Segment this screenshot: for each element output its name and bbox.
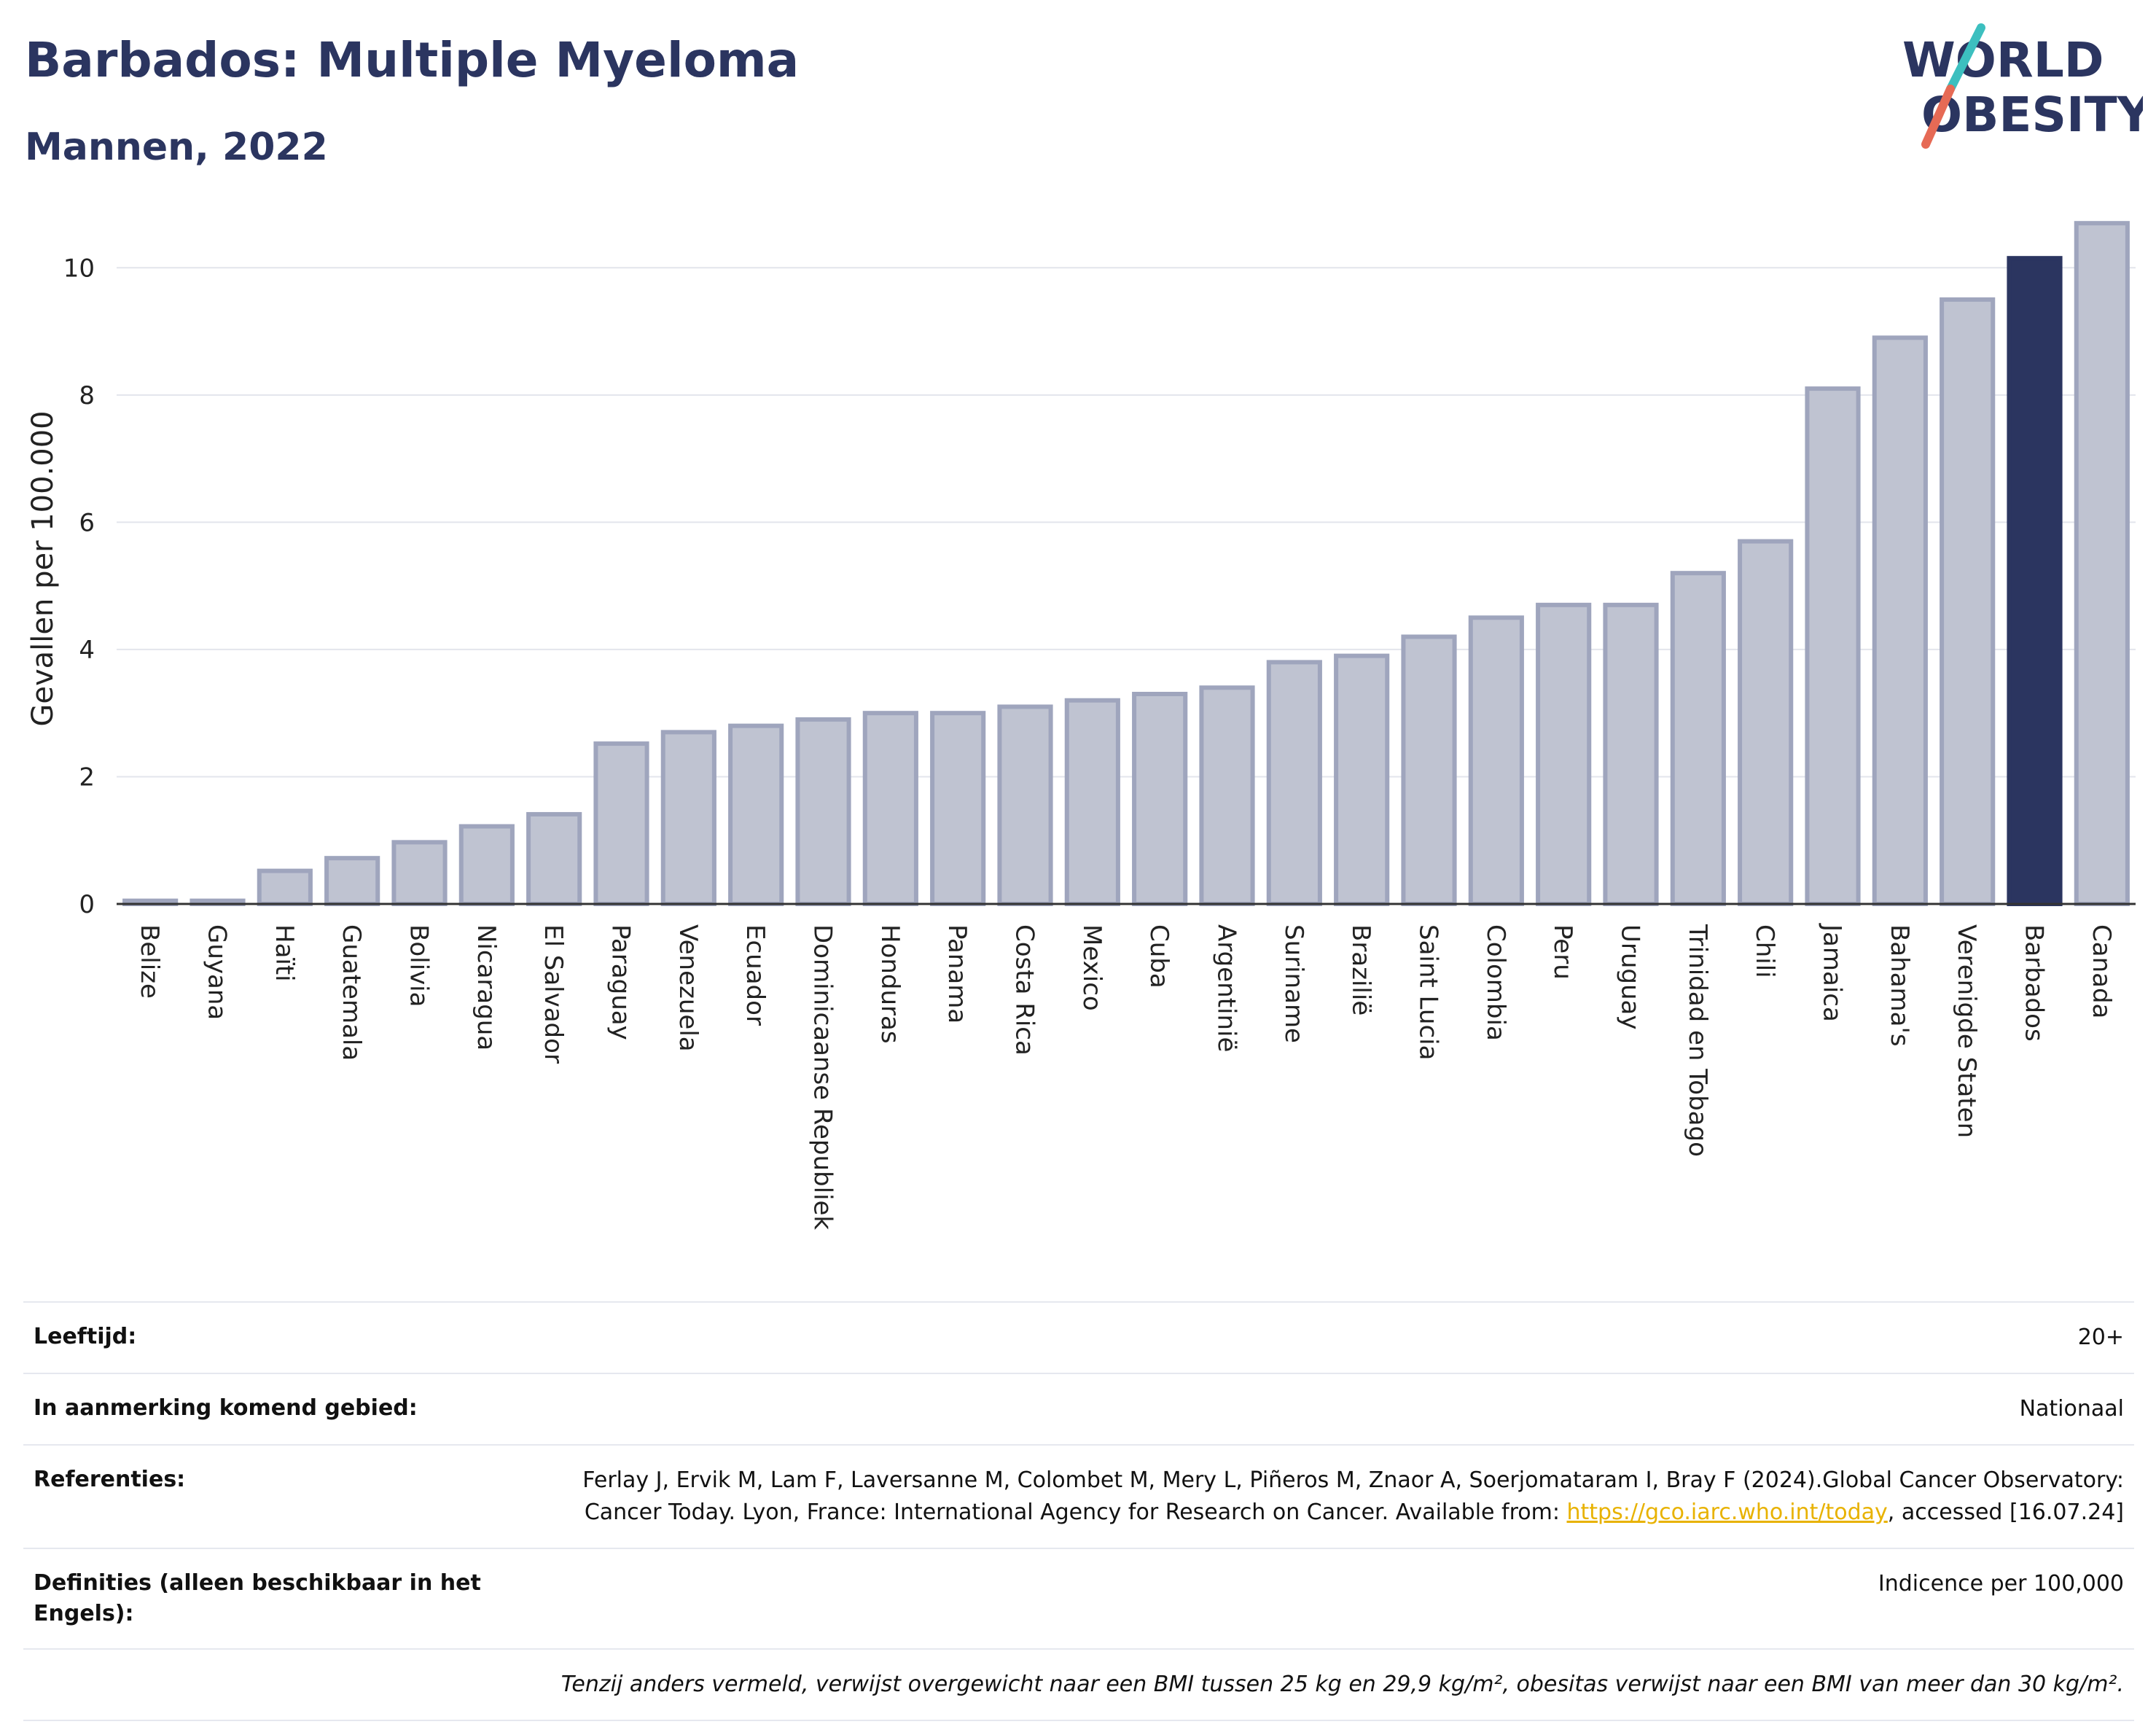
info-row-area: In aanmerking komend gebied: Nationaal xyxy=(23,1374,2134,1446)
info-row-references: Referenties: Ferlay J, Ervik M, Lam F, L… xyxy=(23,1446,2134,1549)
bar-panama[interactable] xyxy=(930,711,986,906)
y-tick-label: 2 xyxy=(79,763,95,792)
x-tick-label: El Salvador xyxy=(539,924,568,1064)
info-row-age: Leeftijd: 20+ xyxy=(23,1303,2134,1374)
bar-ecuador[interactable] xyxy=(728,723,784,906)
bar-ha-ti[interactable] xyxy=(257,868,313,906)
x-tick-label: Peru xyxy=(1548,924,1577,980)
x-tick-label: Bahama's xyxy=(1885,924,1914,1047)
bar-nicaragua[interactable] xyxy=(458,824,515,906)
bar-paraguay[interactable] xyxy=(593,741,649,907)
x-tick-label: Paraguay xyxy=(606,924,636,1040)
x-axis-ticks: Belize Guyana Haïti Guatemala Bolivia Nicarag… xyxy=(135,923,2116,1230)
bars xyxy=(122,221,2130,907)
x-tick-label: Belize xyxy=(135,924,164,999)
y-tick-label: 4 xyxy=(79,636,95,665)
bar-argentini-[interactable] xyxy=(1199,685,1255,906)
x-tick-label: Haïti xyxy=(270,924,299,982)
bar-chart: 0 2 4 6 8 10 Belize Guyana Haïti Guatemala Bolivi… xyxy=(26,221,2136,1230)
info-row-note: Tenzij anders vermeld, verwijst overgewi… xyxy=(23,1650,2134,1721)
bar-honduras[interactable] xyxy=(862,711,918,906)
x-tick-label: Venezuela xyxy=(673,924,703,1052)
bar-verenigde-staten[interactable] xyxy=(1940,297,1996,906)
x-tick-label: Jamaica xyxy=(1818,923,1847,1022)
x-tick-label: Barbados xyxy=(2020,924,2049,1042)
x-tick-label: Trinidad en Tobago xyxy=(1683,924,1712,1157)
age-value: 20+ xyxy=(2077,1325,2124,1350)
bar-suriname[interactable] xyxy=(1266,660,1322,906)
x-tick-label: Mexico xyxy=(1077,924,1106,1011)
references-text: Ferlay J, Ervik M, Lam F, Laversanne M, … xyxy=(582,1467,2124,1525)
bar-dominicaanse-republiek[interactable] xyxy=(795,717,851,907)
references-label: Referenties: xyxy=(34,1467,186,1492)
bmi-note: Tenzij anders vermeld, verwijst overgewi… xyxy=(561,1672,2124,1697)
y-tick-label: 8 xyxy=(79,381,95,410)
x-tick-label: Cuba xyxy=(1144,924,1173,989)
y-axis-label: Gevallen per 100.000 xyxy=(26,410,60,726)
x-tick-label: Colombia xyxy=(1481,924,1510,1041)
bar-canada[interactable] xyxy=(2074,221,2130,906)
references-value: Ferlay J, Ervik M, Lam F, Laversanne M, … xyxy=(520,1465,2124,1529)
page-subtitle: Mannen, 2022 xyxy=(25,125,328,169)
bar-jamaica[interactable] xyxy=(1805,386,1861,906)
x-tick-label: Canada xyxy=(2087,924,2116,1018)
bar-colombia[interactable] xyxy=(1468,615,1524,906)
x-tick-label: Saint Lucia xyxy=(1414,924,1443,1060)
x-tick-label: Brazilië xyxy=(1346,924,1375,1015)
info-row-definitions: Definities (alleen beschikbaar in het En… xyxy=(23,1549,2134,1650)
bar-el-salvador[interactable] xyxy=(526,811,582,906)
bar-mexico[interactable] xyxy=(1064,698,1120,907)
x-tick-label: Chili xyxy=(1750,924,1779,978)
x-tick-label: Costa Rica xyxy=(1010,924,1039,1056)
definitions-label: Definities (alleen beschikbaar in het En… xyxy=(34,1570,481,1626)
y-tick-label: 0 xyxy=(79,890,95,919)
x-tick-label: Verenigde Staten xyxy=(1952,924,1981,1138)
bar-peru[interactable] xyxy=(1536,602,1592,906)
references-accessed: , accessed [16.07.24] xyxy=(1887,1500,2124,1525)
age-label: Leeftijd: xyxy=(34,1324,137,1349)
references-link[interactable]: https://gco.iarc.who.int/today xyxy=(1566,1500,1888,1525)
bar-barbados[interactable] xyxy=(2007,256,2063,906)
bar-uruguay[interactable] xyxy=(1603,602,1659,906)
definitions-value: Indicence per 100,000 xyxy=(1878,1571,2124,1596)
x-tick-label: Panama xyxy=(942,924,972,1024)
bar-bahama-s[interactable] xyxy=(1872,335,1928,907)
x-tick-label: Nicaragua xyxy=(472,924,501,1050)
area-label: In aanmerking komend gebied: xyxy=(34,1395,418,1421)
x-tick-label: Ecuador xyxy=(741,924,770,1026)
y-axis-ticks: 0 2 4 6 8 10 xyxy=(63,254,95,919)
x-tick-label: Honduras xyxy=(875,924,905,1044)
bar-cuba[interactable] xyxy=(1132,692,1188,906)
bar-brazili-[interactable] xyxy=(1334,653,1390,906)
bar-venezuela[interactable] xyxy=(660,730,716,907)
x-tick-label: Guyana xyxy=(203,924,232,1020)
x-tick-label: Suriname xyxy=(1279,924,1308,1043)
area-value: Nationaal xyxy=(2019,1396,2124,1422)
world-obesity-logo: WORLD OBESITY xyxy=(1902,23,2143,149)
bar-trinidad-en-tobago[interactable] xyxy=(1670,571,1726,906)
x-tick-label: Guatemala xyxy=(337,924,366,1061)
bar-costa-rica[interactable] xyxy=(997,704,1053,906)
svg-text:OBESITY: OBESITY xyxy=(1921,87,2143,143)
bar-chili[interactable] xyxy=(1738,539,1794,907)
page-title: Barbados: Multiple Myeloma xyxy=(25,32,800,88)
bar-saint-lucia[interactable] xyxy=(1401,634,1457,906)
svg-text:WORLD: WORLD xyxy=(1902,32,2104,88)
x-tick-label: Uruguay xyxy=(1616,924,1645,1030)
x-tick-label: Dominicaanse Republiek xyxy=(808,924,837,1230)
y-tick-label: 10 xyxy=(63,254,95,283)
x-tick-label: Argentinië xyxy=(1212,924,1241,1052)
x-tick-label: Bolivia xyxy=(405,924,434,1007)
bar-guatemala[interactable] xyxy=(324,856,380,907)
info-table: Leeftijd: 20+ In aanmerking komend gebie… xyxy=(23,1301,2134,1721)
bar-bolivia[interactable] xyxy=(391,840,448,907)
y-tick-label: 6 xyxy=(79,508,95,537)
